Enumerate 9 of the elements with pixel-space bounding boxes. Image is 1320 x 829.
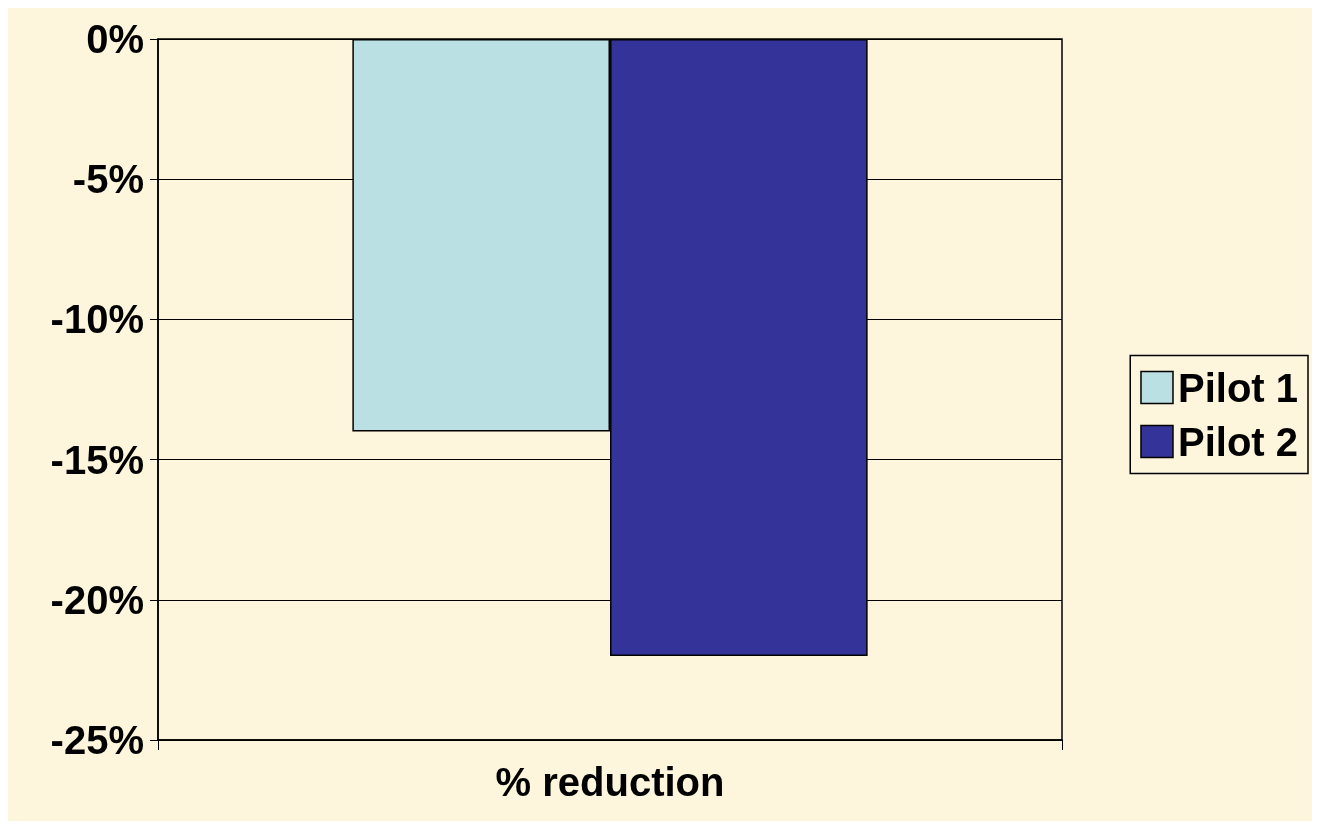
y-tick-label: 0%: [86, 17, 144, 61]
y-tick-label: -25%: [50, 718, 144, 762]
y-tick-label: -20%: [50, 577, 144, 622]
y-tick-label: -10%: [50, 297, 144, 342]
x-tick-label: % reduction: [495, 760, 725, 804]
y-tick-label: -15%: [50, 437, 144, 482]
y-tick-label: -5%: [72, 157, 144, 202]
legend-label: Pilot 2: [1177, 419, 1299, 464]
legend-label: Pilot 1: [1177, 365, 1299, 410]
